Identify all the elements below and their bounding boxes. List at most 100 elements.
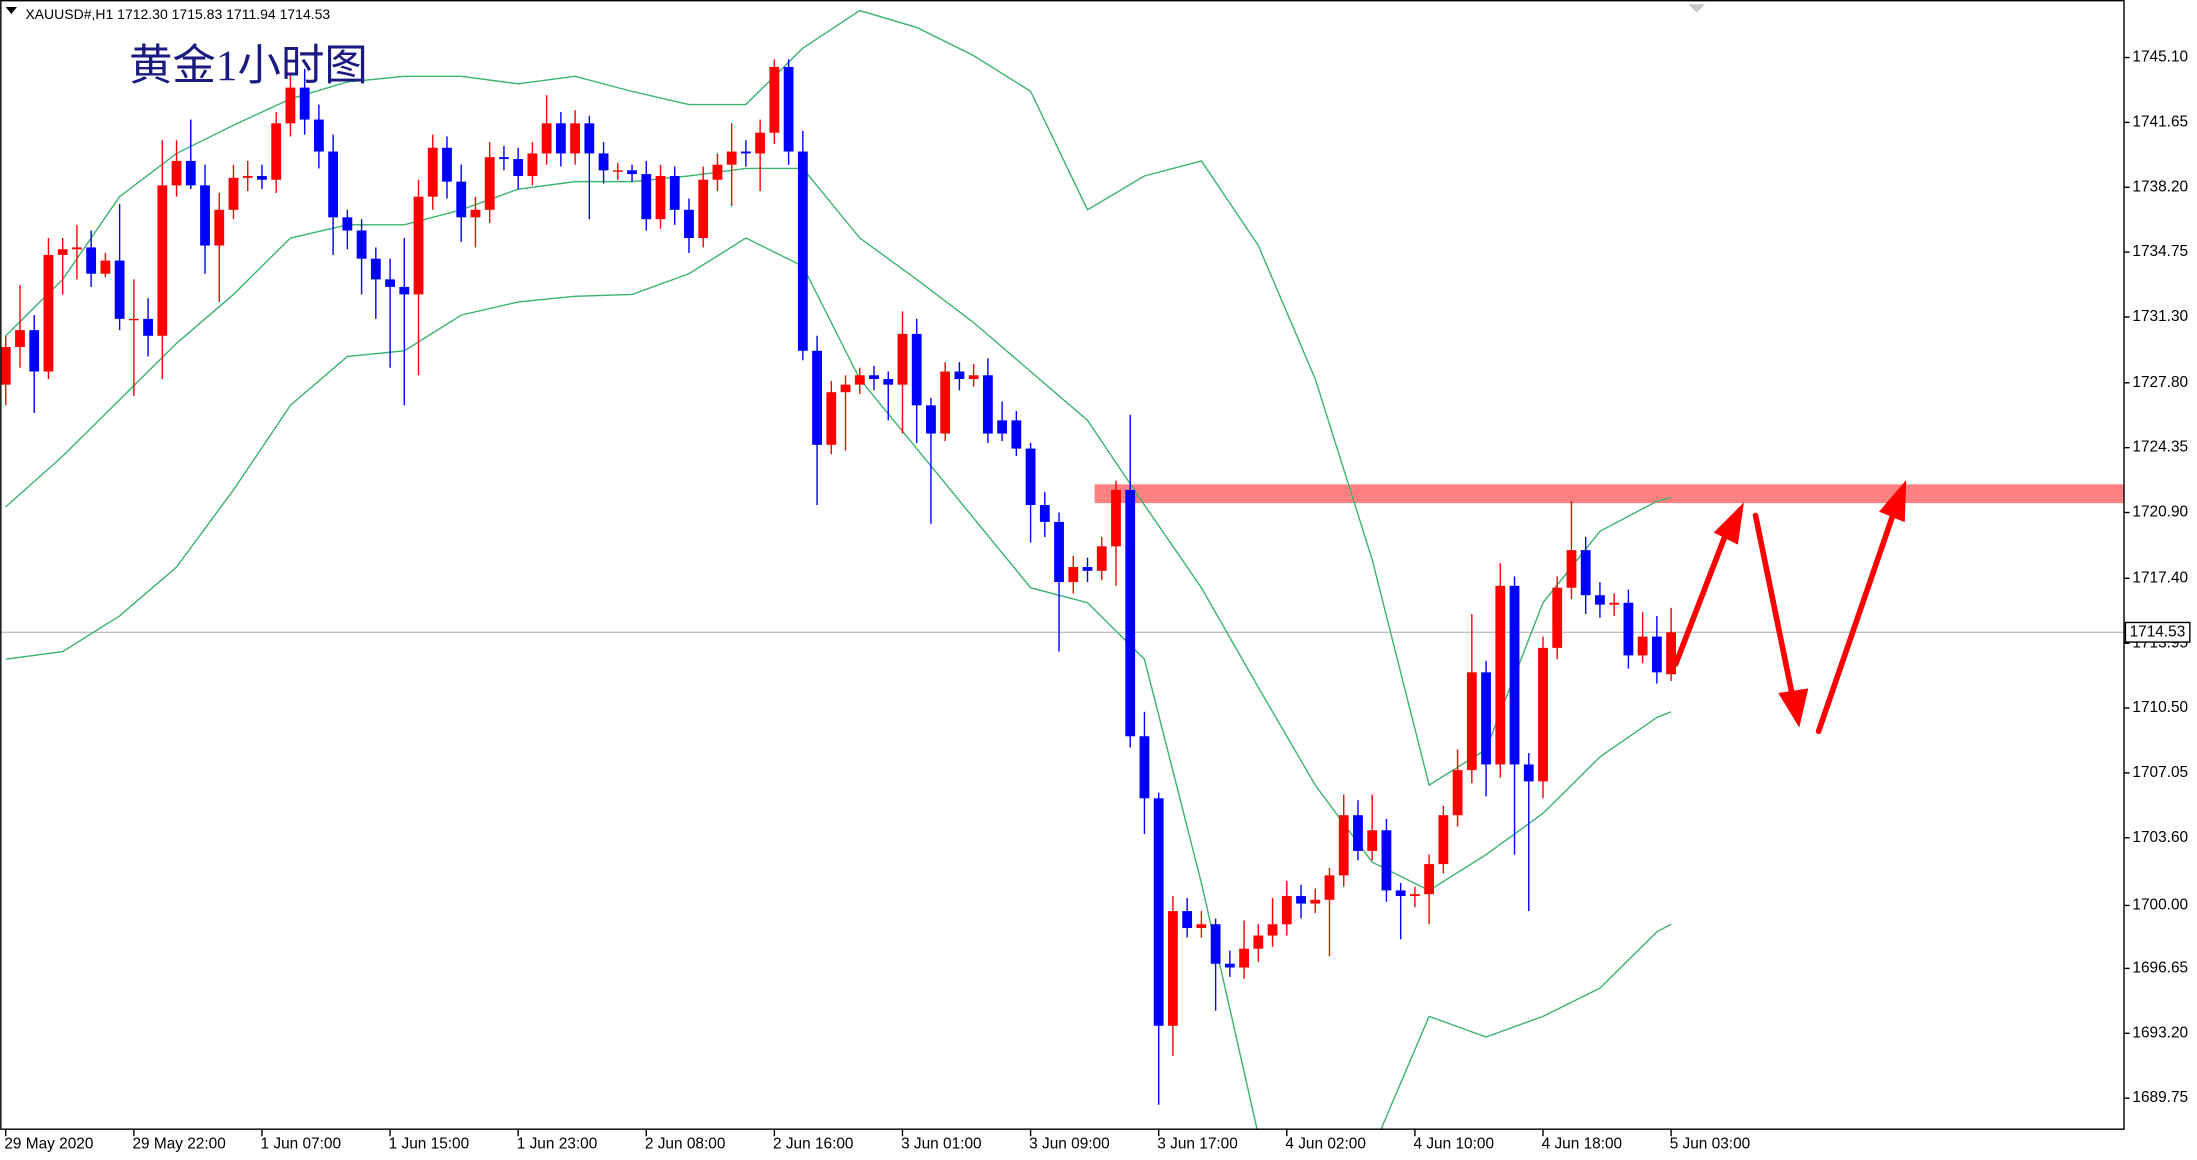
candle-body xyxy=(342,217,353,231)
candle-body xyxy=(356,230,367,259)
candle-body xyxy=(1580,550,1591,596)
x-tick-label: 2 Jun 16:00 xyxy=(773,1136,854,1153)
candle-body xyxy=(1637,636,1648,656)
candle-body xyxy=(527,153,538,176)
y-tick-label: 1710.50 xyxy=(2132,699,2188,716)
candle-body xyxy=(15,330,25,348)
candle-body xyxy=(555,123,566,154)
current-price-box xyxy=(2124,621,2191,643)
arrow-head xyxy=(1879,479,1907,523)
y-tick-label: 1703.60 xyxy=(2132,829,2188,846)
candle-body xyxy=(1395,890,1406,897)
candle-body xyxy=(1651,636,1662,673)
candle-body xyxy=(484,157,495,210)
candle-body xyxy=(1466,672,1477,771)
candle-body xyxy=(1068,567,1079,583)
y-tick-label: 1717.40 xyxy=(2132,569,2188,586)
candle-body xyxy=(627,170,637,175)
candle-body xyxy=(1424,864,1435,895)
candle-body xyxy=(413,196,424,295)
candle-body xyxy=(285,87,296,124)
candle-body xyxy=(242,175,253,178)
candle-body xyxy=(1054,521,1064,583)
x-tick-label: 4 Jun 02:00 xyxy=(1285,1136,1366,1153)
candle-body xyxy=(1552,587,1563,648)
candle-body xyxy=(1438,815,1449,865)
axes: 1745.10 1741.65 1738.20 1734.75 1731.30 1727.… xyxy=(4,49,2191,1153)
candle-body xyxy=(1338,815,1349,876)
x-tick-label: 4 Jun 18:00 xyxy=(1542,1136,1623,1153)
candle-body xyxy=(399,286,410,295)
arrow-head xyxy=(1778,688,1809,728)
x-tick-label: 5 Jun 03:00 xyxy=(1670,1136,1751,1153)
y-tick-label: 1734.75 xyxy=(2132,243,2188,260)
plot-border xyxy=(0,0,2125,1130)
candle-body xyxy=(470,209,481,218)
candle-body xyxy=(741,151,751,154)
candle-body xyxy=(43,254,54,372)
candle-body xyxy=(1452,770,1463,816)
x-tick-label: 4 Jun 10:00 xyxy=(1413,1136,1494,1153)
candle-body xyxy=(513,159,524,176)
annotation-title: 黄金1小时图 xyxy=(129,42,368,90)
y-tick-label: 1724.35 xyxy=(2132,439,2188,456)
y-tick-label: 1707.05 xyxy=(2132,764,2188,781)
candle-body xyxy=(1310,899,1321,904)
x-tick-label: 1 Jun 07:00 xyxy=(261,1136,342,1153)
candle-body xyxy=(1523,764,1534,782)
y-tick-label: 1720.90 xyxy=(2132,504,2188,521)
candle-body xyxy=(655,175,666,220)
candle-body xyxy=(954,371,965,380)
y-tick-label: 1696.65 xyxy=(2132,960,2188,977)
x-tick-label: 2 Jun 08:00 xyxy=(645,1136,726,1153)
candle-body xyxy=(797,151,808,351)
candle-body xyxy=(840,384,851,393)
candle-body xyxy=(1039,504,1050,522)
candle-body xyxy=(897,333,908,385)
y-tick-label: 1700.00 xyxy=(2132,897,2188,914)
candle-body xyxy=(968,375,979,380)
candle-body xyxy=(257,175,267,180)
x-tick-label: 1 Jun 15:00 xyxy=(389,1136,470,1153)
candle-body xyxy=(385,279,395,287)
candle-body xyxy=(427,147,438,197)
x-tick-label: 3 Jun 09:00 xyxy=(1029,1136,1110,1153)
candle-body xyxy=(1224,963,1235,968)
candle-body xyxy=(684,209,694,239)
x-tick-label: 29 May 2020 xyxy=(4,1136,93,1153)
candle-body xyxy=(669,175,680,210)
candle-body xyxy=(541,123,552,154)
x-tick-label: 3 Jun 17:00 xyxy=(1157,1136,1238,1153)
dropdown-icon[interactable] xyxy=(5,7,17,15)
candle-body xyxy=(1495,585,1506,765)
candle-body xyxy=(143,318,153,336)
current-price-label: 1714.53 xyxy=(2130,623,2186,640)
candle-body xyxy=(1025,448,1036,505)
candle-body xyxy=(570,123,581,154)
candle-body xyxy=(499,157,509,160)
candle-body xyxy=(584,123,595,154)
candle-body xyxy=(1168,911,1178,1026)
candle-body xyxy=(114,260,125,319)
candle-body xyxy=(769,66,780,133)
candle-body xyxy=(1082,567,1093,571)
candle-body xyxy=(1324,875,1335,900)
candle-body xyxy=(1111,489,1121,547)
candle-body xyxy=(185,160,196,186)
candle-body xyxy=(1666,632,1677,675)
candle-body xyxy=(712,164,723,180)
candle-body xyxy=(1623,602,1634,656)
candle-body xyxy=(299,87,310,120)
forecast-arrows xyxy=(1672,479,1907,735)
candle-body xyxy=(328,151,339,218)
plot-area xyxy=(0,9,2125,1130)
candle-body xyxy=(1096,546,1107,571)
y-tick-label: 1741.65 xyxy=(2132,113,2188,130)
candle-body xyxy=(698,179,709,239)
candle-body xyxy=(271,123,282,180)
candle-body xyxy=(1153,798,1164,1026)
y-tick-label: 1745.10 xyxy=(2132,49,2188,66)
candle-body xyxy=(1353,815,1363,851)
candle-body xyxy=(1011,420,1022,449)
